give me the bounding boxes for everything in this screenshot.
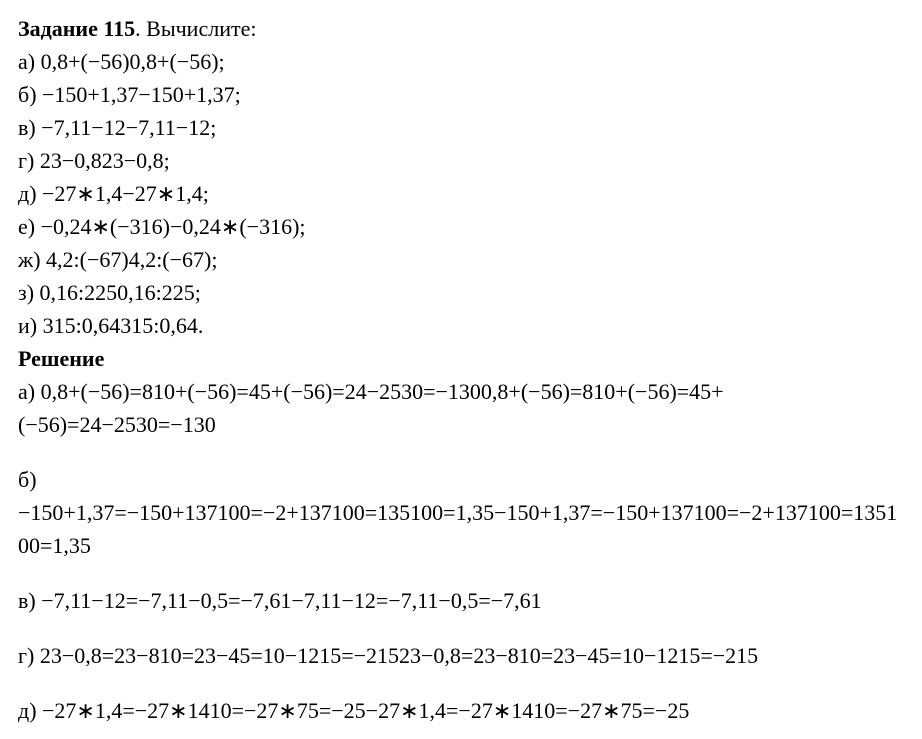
problem-item: б) −150+1,37−150+1,37; — [18, 78, 904, 111]
solution-item: в) −7,11−12=−7,11−0,5=−7,61−7,11−12=−7,1… — [18, 584, 904, 617]
problem-item: и) 315:0,64315:0,64. — [18, 309, 904, 342]
solution-heading: Решение — [18, 342, 904, 375]
solution-item: г) 23−0,8=23−810=23−45=10−1215=−21523−0,… — [18, 639, 904, 672]
problem-item: а) 0,8+(−56)0,8+(−56); — [18, 45, 904, 78]
problem-item: з) 0,16:2250,16:225; — [18, 276, 904, 309]
task-header: Задание 115. Вычислите: — [18, 12, 904, 45]
solution-text: а) 0,8+(−56)=810+(−56)=45+(−56)=24−2530=… — [18, 375, 904, 441]
task-number: Задание 115 — [18, 16, 135, 41]
problem-item: ж) 4,2:(−67)4,2:(−67); — [18, 243, 904, 276]
solution-item: а) 0,8+(−56)=810+(−56)=45+(−56)=24−2530=… — [18, 375, 904, 441]
solution-item: б) −150+1,37=−150+137100=−2+137100=13510… — [18, 463, 904, 562]
problems-list: а) 0,8+(−56)0,8+(−56); б) −150+1,37−150+… — [18, 45, 904, 342]
problem-item: в) −7,11−12−7,11−12; — [18, 111, 904, 144]
solution-item: д) −27∗1,4=−27∗1410=−27∗75=−25−27∗1,4=−2… — [18, 694, 904, 727]
problem-item: д) −27∗1,4−27∗1,4; — [18, 177, 904, 210]
problem-item: г) 23−0,823−0,8; — [18, 144, 904, 177]
solution-text: д) −27∗1,4=−27∗1410=−27∗75=−25−27∗1,4=−2… — [18, 694, 904, 727]
solution-text: г) 23−0,8=23−810=23−45=10−1215=−21523−0,… — [18, 639, 904, 672]
solutions-list: а) 0,8+(−56)=810+(−56)=45+(−56)=24−2530=… — [18, 375, 904, 727]
problem-item: е) −0,24∗(−316)−0,24∗(−316); — [18, 210, 904, 243]
solution-text: б) −150+1,37=−150+137100=−2+137100=13510… — [18, 463, 904, 562]
task-prompt: . Вычислите: — [135, 16, 256, 41]
solution-text: в) −7,11−12=−7,11−0,5=−7,61−7,11−12=−7,1… — [18, 584, 904, 617]
